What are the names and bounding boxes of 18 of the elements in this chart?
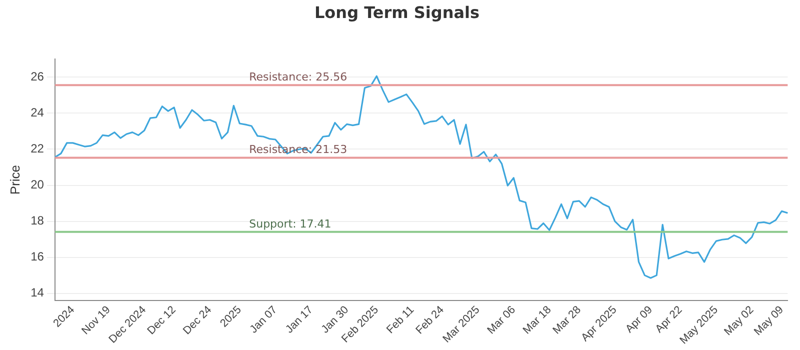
x-tick-label: Dec 12	[145, 304, 178, 338]
ref-line-label: Support: 17.41	[249, 217, 332, 230]
x-tick-label: Jan 07	[248, 304, 280, 336]
x-tick-label: Dec 24	[180, 304, 214, 338]
x-tick-label: Jan 17	[284, 304, 316, 336]
x-tick-label: Apr 09	[624, 304, 655, 336]
y-tick-label: 26	[30, 70, 44, 84]
y-tick-label: 18	[30, 214, 44, 228]
chart-title: Long Term Signals	[314, 2, 480, 22]
y-tick-label: 14	[30, 286, 44, 300]
y-tick-label: 24	[30, 106, 44, 120]
x-tick-label: Mar 06	[485, 304, 518, 337]
x-tick-label: Apr 22	[653, 304, 685, 336]
y-tick-label: 20	[30, 178, 44, 192]
y-axis-title: Price	[7, 165, 22, 195]
y-tick-label: 22	[30, 142, 44, 156]
y-tick-label: 16	[30, 250, 44, 264]
ref-line-label: Resistance: 25.56	[249, 70, 348, 84]
